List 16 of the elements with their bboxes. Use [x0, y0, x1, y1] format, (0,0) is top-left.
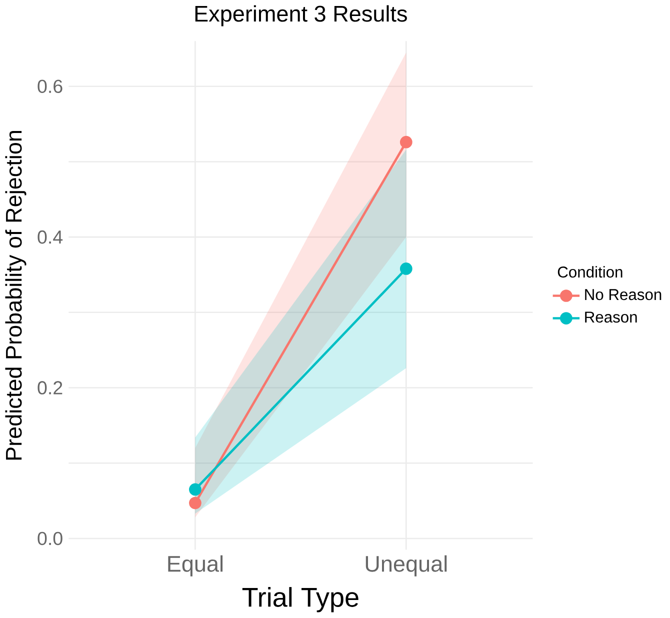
point [400, 136, 412, 149]
x-axis-title: Trial Type [242, 587, 358, 613]
y-axis-title: Predicted Probability of Rejection [5, 131, 26, 460]
y-tick-label: 0.4 [38, 230, 63, 244]
chart-title: Experiment 3 Results [195, 5, 407, 26]
point [400, 262, 412, 276]
x-tick-label: Equal [168, 556, 223, 577]
y-tick-label: 0.6 [38, 80, 62, 94]
point [189, 484, 202, 496]
x-tick-label: Unequal [366, 556, 447, 577]
y-tick-label: 0.2 [38, 381, 62, 395]
legend-title: Condition [558, 266, 622, 278]
y-tick-label: 0.0 [38, 532, 62, 546]
legend-label: Reason [585, 312, 637, 323]
legend-label: No Reason [585, 289, 662, 300]
point [189, 497, 202, 510]
